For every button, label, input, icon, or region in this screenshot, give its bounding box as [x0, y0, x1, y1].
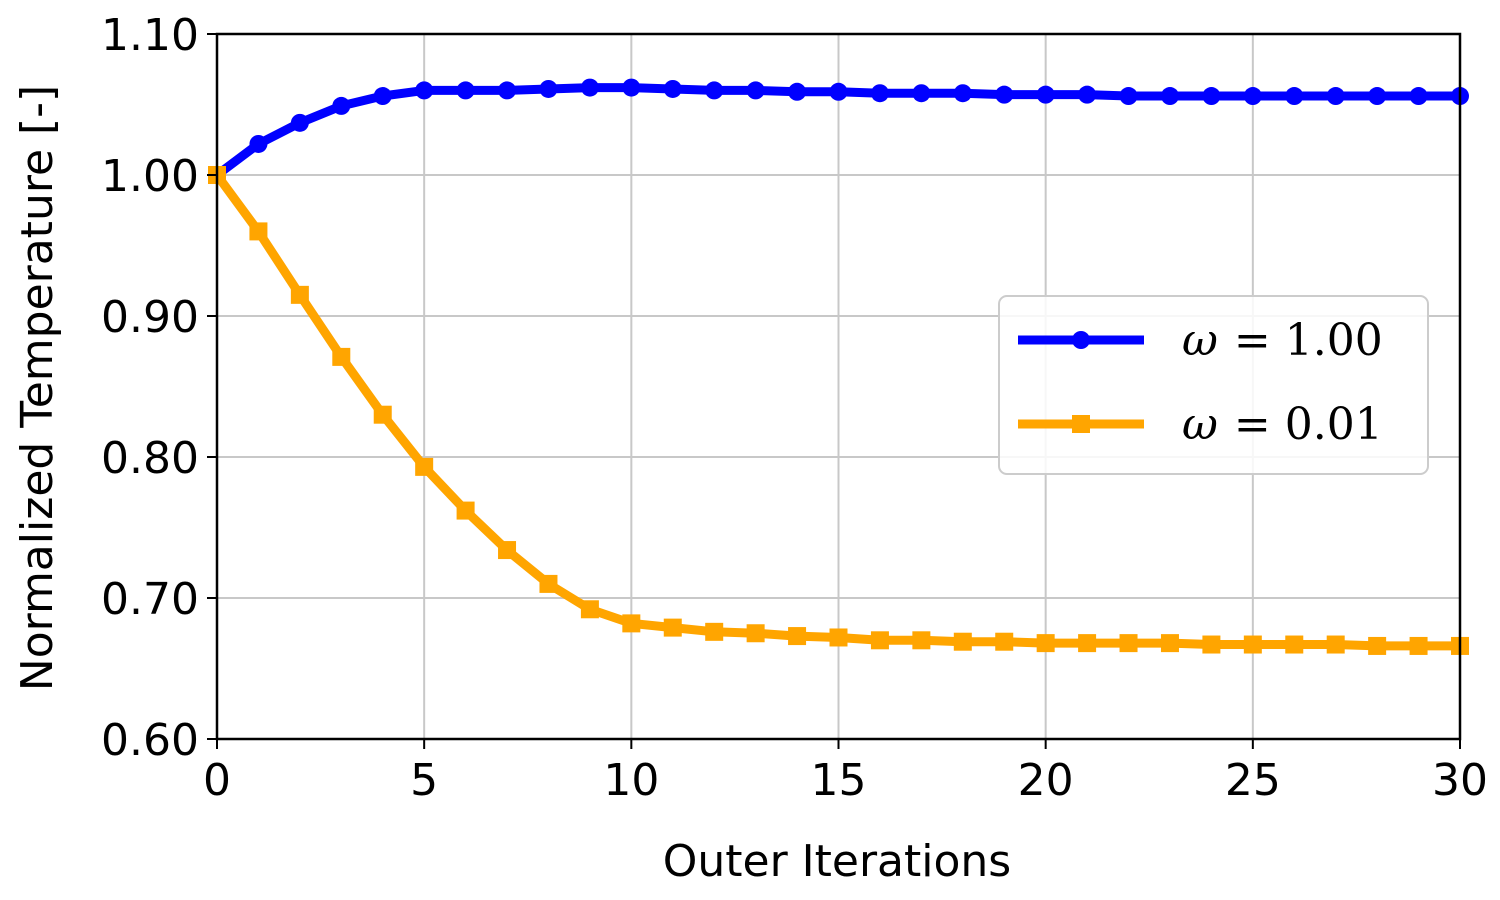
data-point — [498, 541, 517, 560]
data-point — [539, 79, 558, 98]
x-tick-label: 0 — [203, 755, 231, 806]
legend-label: ω = 0.01 — [1182, 399, 1383, 450]
data-point — [1285, 635, 1304, 654]
data-point — [332, 96, 351, 115]
legend-entry-1: ω = 1.00 — [1018, 315, 1383, 366]
data-point — [415, 457, 434, 476]
y-tick-label: 0.70 — [101, 574, 199, 625]
data-point — [1160, 87, 1179, 106]
data-point — [746, 624, 765, 643]
legend-value: = 1.00 — [1234, 315, 1383, 366]
x-tick-label: 5 — [410, 755, 438, 806]
y-tick-label: 1.10 — [101, 10, 199, 61]
data-point — [1285, 87, 1304, 106]
data-point — [1078, 634, 1097, 653]
y-tick-label: 1.00 — [101, 151, 199, 202]
legend-marker — [1072, 331, 1090, 349]
data-point — [829, 82, 848, 101]
data-point — [1078, 85, 1097, 104]
data-point — [1119, 87, 1138, 106]
data-point — [1409, 636, 1428, 655]
data-point — [1036, 634, 1055, 653]
data-point — [788, 627, 807, 646]
data-point — [953, 632, 972, 651]
data-point — [870, 631, 889, 650]
data-point — [746, 81, 765, 100]
x-tick-label: 20 — [1018, 755, 1074, 806]
x-tick-label: 10 — [603, 755, 659, 806]
legend-entry-2: ω = 0.01 — [1018, 399, 1383, 450]
legend: ω = 1.00 ω = 0.01 — [998, 295, 1429, 475]
y-axis-label: Normalized Temperature [-] — [12, 85, 63, 691]
data-point — [870, 84, 889, 103]
series-1 — [208, 78, 1469, 184]
data-point — [1036, 85, 1055, 104]
y-tick-label: 0.90 — [101, 292, 199, 343]
data-point — [580, 78, 599, 97]
data-point — [332, 347, 351, 366]
data-point — [1409, 87, 1428, 106]
legend-symbol: ω — [1182, 315, 1218, 366]
data-point — [622, 78, 641, 97]
data-point — [373, 405, 392, 424]
x-tick-label: 30 — [1432, 755, 1488, 806]
data-point — [1119, 634, 1138, 653]
data-point — [829, 628, 848, 647]
data-point — [290, 113, 309, 132]
axis-ticks: 0 5 10 15 20 25 30 0.60 0.70 0.80 0.90 1.00 1.10 — [101, 10, 1488, 806]
data-point — [1202, 635, 1221, 654]
data-point — [456, 81, 475, 100]
data-point — [663, 618, 682, 637]
legend-value: = 0.01 — [1234, 399, 1383, 450]
data-point — [373, 87, 392, 106]
data-point — [1326, 87, 1345, 106]
data-point — [1243, 87, 1262, 106]
legend-label: ω = 1.00 — [1182, 315, 1383, 366]
y-tick-label: 0.60 — [101, 715, 199, 766]
data-point — [498, 81, 517, 100]
data-point — [1160, 634, 1179, 653]
data-point — [456, 501, 475, 520]
data-point — [705, 81, 724, 100]
data-point — [788, 82, 807, 101]
data-point — [539, 574, 558, 593]
data-point — [912, 84, 931, 103]
series-group — [208, 78, 1469, 655]
x-tick-label: 15 — [811, 755, 867, 806]
x-tick-label: 25 — [1225, 755, 1281, 806]
data-point — [1326, 635, 1345, 654]
data-point — [1368, 87, 1387, 106]
data-point — [995, 632, 1014, 651]
y-tick-label: 0.80 — [101, 433, 199, 484]
series-2 — [208, 166, 1469, 655]
data-point — [290, 285, 309, 304]
data-point — [912, 631, 931, 650]
data-point — [1243, 635, 1262, 654]
data-point — [1368, 636, 1387, 655]
legend-marker — [1072, 415, 1090, 433]
data-point — [249, 134, 268, 153]
data-point — [953, 84, 972, 103]
data-point — [249, 222, 268, 241]
x-axis-label: Outer Iterations — [663, 836, 1011, 887]
data-point — [580, 600, 599, 619]
data-point — [705, 622, 724, 641]
data-point — [995, 85, 1014, 104]
data-point — [622, 614, 641, 633]
data-point — [415, 81, 434, 100]
legend-symbol: ω — [1182, 399, 1218, 450]
data-point — [1202, 87, 1221, 106]
data-point — [663, 79, 682, 98]
